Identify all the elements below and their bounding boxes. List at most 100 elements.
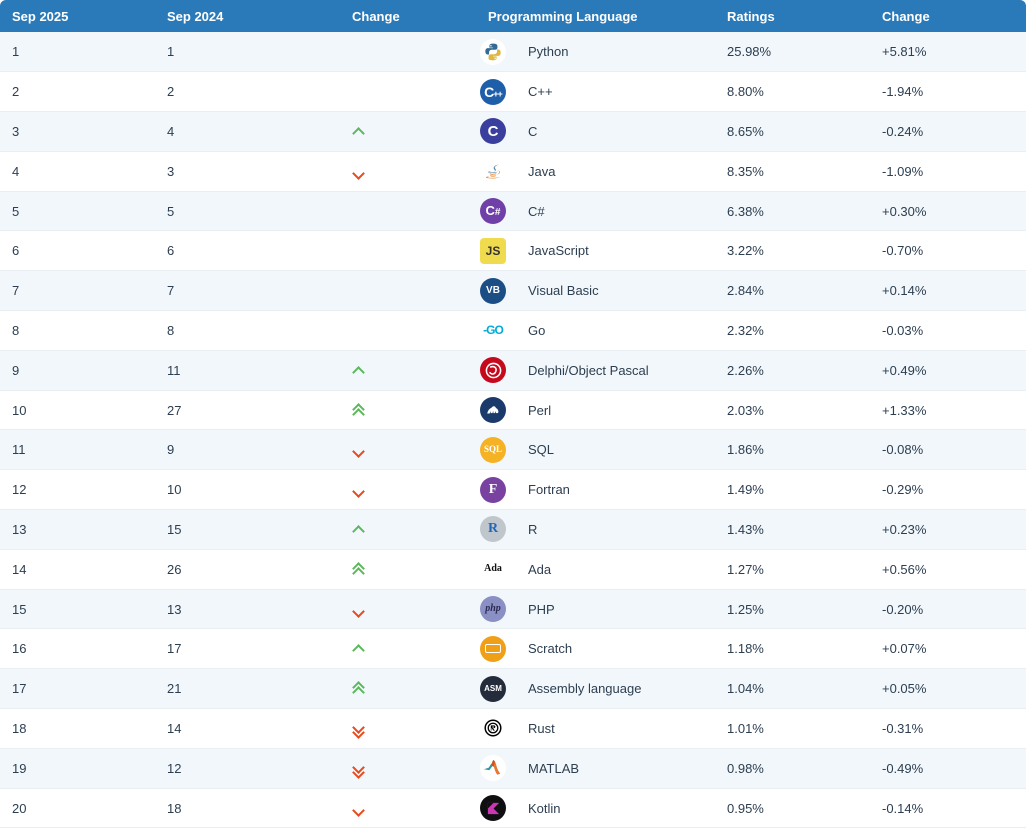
table-row[interactable]: 4 3 Java 8.35% -1.09% (0, 151, 1026, 192)
language-icon-container: php (462, 596, 506, 623)
table-row[interactable]: 3 4 C C 8.65% -0.24% (0, 111, 1026, 152)
chevron-up-icon (354, 524, 367, 537)
cell-ratings: 1.25% (715, 589, 870, 630)
cell-ratings: 1.86% (715, 429, 870, 471)
cell-change-rating: +0.56% (870, 549, 1026, 590)
table-row[interactable]: 14 26 Ada Ada 1.27% +0.56% (0, 549, 1026, 590)
cell-language: Scratch (462, 628, 715, 670)
cell-language: -GO Go (462, 310, 715, 351)
table-row[interactable]: 17 21 ASM Assembly language 1.04% +0.05% (0, 668, 1026, 710)
language-name: Assembly language (528, 681, 642, 697)
table-row[interactable]: 15 13 php PHP 1.25% -0.20% (0, 589, 1026, 630)
table-row[interactable]: 9 11 Delphi/Object Pascal 2.26% +0.49% (0, 350, 1026, 391)
header-ratings[interactable]: Ratings (715, 0, 870, 32)
language-icon-container (462, 38, 506, 65)
cell-trend (310, 549, 462, 590)
language-name: Python (528, 44, 569, 60)
chevron-up-double-icon (354, 405, 367, 418)
cell-change-rating: -0.03% (870, 310, 1026, 351)
cell-rank-current: 1 (0, 32, 155, 73)
language-name: C# (528, 203, 545, 219)
table-row[interactable]: 2 2 C++ C++ 8.80% -1.94% (0, 71, 1026, 113)
cell-language: Python (462, 32, 715, 73)
cell-trend (310, 788, 462, 828)
cell-rank-current: 17 (0, 668, 155, 710)
table-row[interactable]: 5 5 C# C# 6.38% +0.30% (0, 191, 1026, 232)
language-name: Rust (528, 720, 555, 736)
language-icon-container (462, 357, 506, 384)
cell-ratings: 2.03% (715, 390, 870, 431)
cell-trend (310, 469, 462, 511)
language-name: Fortran (528, 482, 570, 498)
cell-change-rating: +0.05% (870, 668, 1026, 710)
table-row[interactable]: 7 7 VB Visual Basic 2.84% +0.14% (0, 270, 1026, 312)
cell-trend (310, 668, 462, 710)
cell-rank-previous: 27 (155, 390, 310, 431)
cell-change-rating: +0.14% (870, 270, 1026, 312)
cell-change-rating: -1.09% (870, 151, 1026, 192)
header-rank-current[interactable]: Sep 2025 (0, 0, 155, 32)
cell-change-rating: +0.07% (870, 628, 1026, 670)
rust-icon (480, 715, 506, 742)
cell-trend (310, 310, 462, 351)
language-name: C++ (528, 84, 553, 100)
cell-language: JS JavaScript (462, 230, 715, 272)
cell-ratings: 3.22% (715, 230, 870, 272)
table-row[interactable]: 8 8 -GO Go 2.32% -0.03% (0, 310, 1026, 351)
cell-ratings: 1.04% (715, 668, 870, 710)
chevron-down-icon (354, 166, 367, 179)
csharp-icon: C# (480, 198, 506, 225)
cell-ratings: 2.26% (715, 350, 870, 391)
cell-trend (310, 350, 462, 391)
table-body: 1 1 Python 25.98% +5.81% 2 2 C++ C++ 8.80% -1.94% 3… (0, 32, 1026, 828)
cell-ratings: 1.18% (715, 628, 870, 670)
cell-language: F Fortran (462, 469, 715, 511)
chevron-down-double-icon (354, 723, 367, 736)
language-icon-container: C (462, 118, 506, 145)
chevron-down-double-icon (354, 763, 367, 776)
table-row[interactable]: 12 10 F Fortran 1.49% -0.29% (0, 469, 1026, 511)
language-icon-container: R (462, 516, 506, 543)
header-change-rank[interactable]: Change (310, 0, 462, 32)
cell-change-rating: -0.14% (870, 788, 1026, 828)
cell-trend (310, 270, 462, 312)
header-rank-previous[interactable]: Sep 2024 (155, 0, 310, 32)
language-icon-container: Ada (462, 556, 506, 582)
table-row[interactable]: 16 17 Scratch 1.18% +0.07% (0, 628, 1026, 670)
table-row[interactable]: 13 15 R R 1.43% +0.23% (0, 509, 1026, 550)
table-row[interactable]: 1 1 Python 25.98% +5.81% (0, 32, 1026, 73)
cell-rank-current: 14 (0, 549, 155, 590)
cell-language: VB Visual Basic (462, 270, 715, 312)
language-icon-container: ASM (462, 675, 506, 702)
cell-change-rating: -0.08% (870, 429, 1026, 471)
cell-change-rating: +0.30% (870, 191, 1026, 232)
cell-trend (310, 230, 462, 272)
cell-language: C++ C++ (462, 71, 715, 113)
header-language[interactable]: Programming Language (462, 0, 715, 32)
cell-trend (310, 71, 462, 113)
cell-rank-current: 7 (0, 270, 155, 312)
language-icon-container (462, 795, 506, 822)
cell-ratings: 8.65% (715, 111, 870, 152)
cell-rank-previous: 6 (155, 230, 310, 272)
language-name: Kotlin (528, 800, 561, 816)
cell-ratings: 0.95% (715, 788, 870, 828)
table-row[interactable]: 19 12 MATLAB 0.98% -0.49% (0, 748, 1026, 789)
header-change-rating[interactable]: Change (870, 0, 1026, 32)
table-row[interactable]: 10 27 Perl 2.03% +1.33% (0, 390, 1026, 431)
table-row[interactable]: 20 18 Kotlin 0.95% -0.14% (0, 788, 1026, 828)
language-name: Ada (528, 561, 552, 577)
cell-rank-current: 4 (0, 151, 155, 192)
language-icon-container: F (462, 476, 506, 503)
table-row[interactable]: 11 9 SQL SQL 1.86% -0.08% (0, 429, 1026, 471)
go-icon: -GO (483, 323, 504, 338)
table-row[interactable]: 6 6 JS JavaScript 3.22% -0.70% (0, 230, 1026, 272)
language-name: Delphi/Object Pascal (528, 362, 649, 378)
cell-trend (310, 509, 462, 550)
table-row[interactable]: 18 14 Rust 1.01% -0.31% (0, 708, 1026, 749)
cell-rank-previous: 14 (155, 708, 310, 749)
sql-icon: SQL (480, 436, 506, 463)
cell-rank-previous: 18 (155, 788, 310, 828)
cell-language: MATLAB (462, 748, 715, 789)
